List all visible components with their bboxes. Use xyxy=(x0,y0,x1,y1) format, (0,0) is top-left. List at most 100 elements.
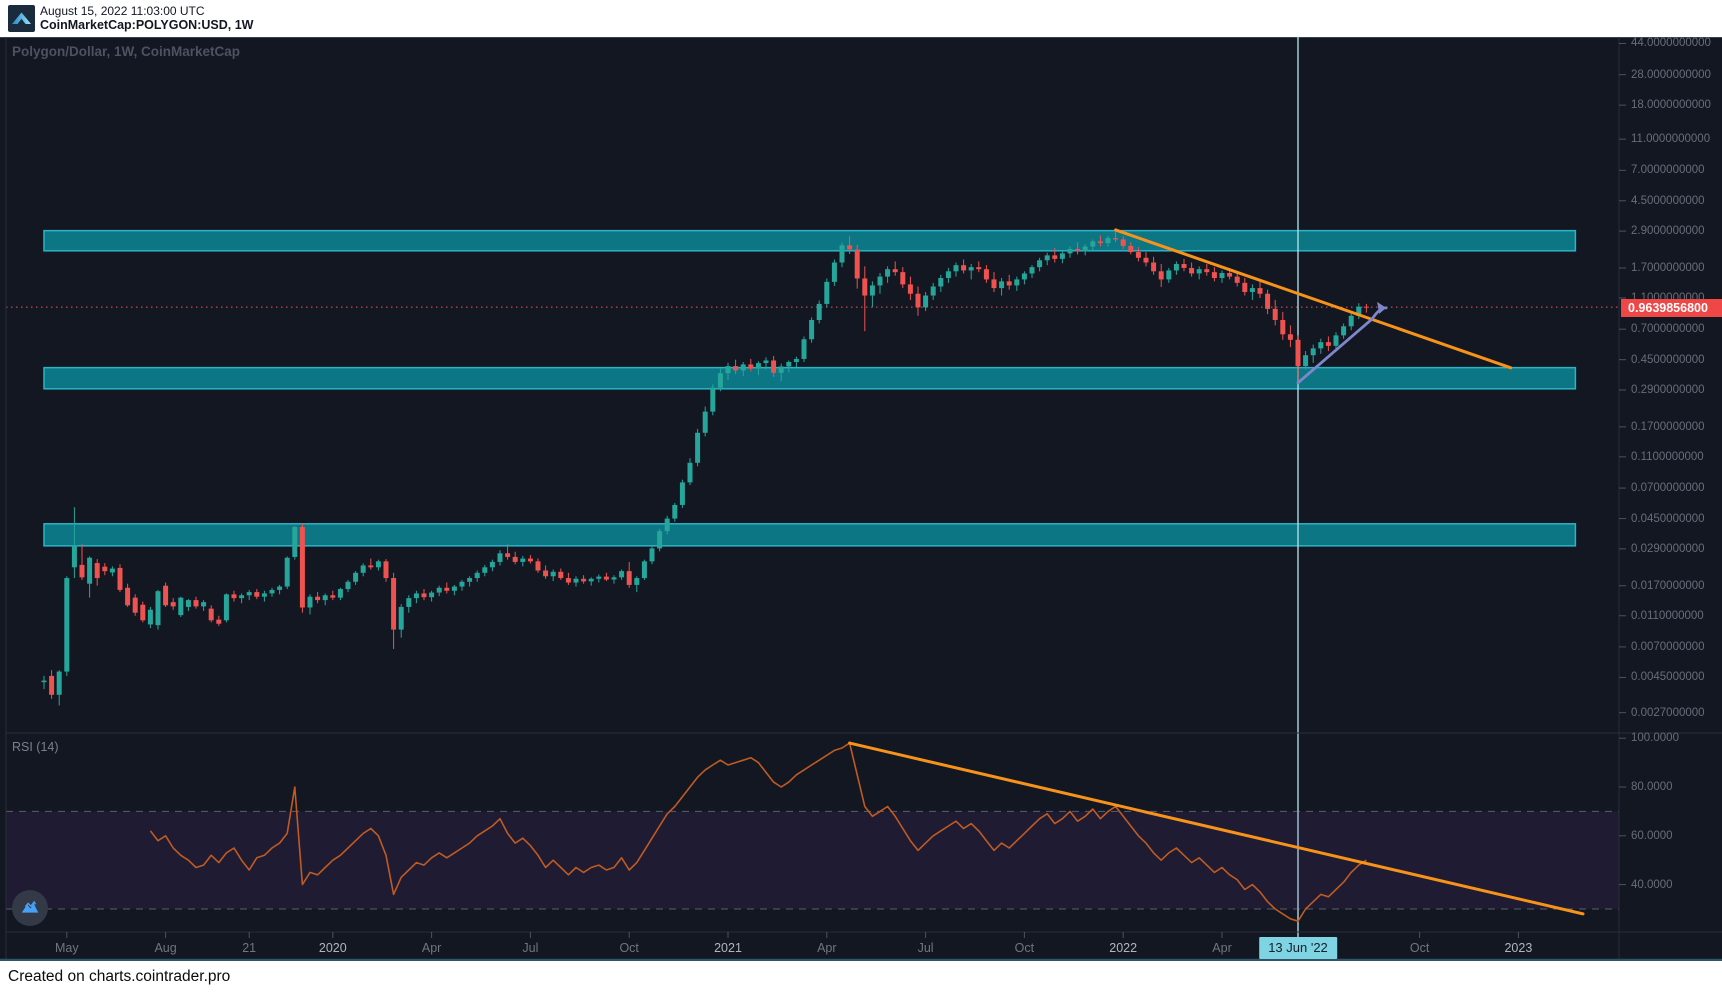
candle-down xyxy=(1257,288,1263,294)
rsi-downtrend-line[interactable] xyxy=(848,741,1585,916)
support-zone-mid[interactable] xyxy=(43,366,1577,390)
candle-down xyxy=(383,561,389,579)
candle-up xyxy=(1219,273,1225,278)
candle-up xyxy=(588,578,594,582)
candle-up xyxy=(786,362,792,367)
candle-up xyxy=(664,518,670,532)
time-axis-label: Oct xyxy=(619,941,639,955)
candle-down xyxy=(505,553,511,557)
candle-up xyxy=(619,571,625,578)
time-axis-label: Oct xyxy=(1409,941,1430,955)
candle-down xyxy=(512,556,518,562)
time-axis-label: 2022 xyxy=(1109,941,1138,955)
candle-down xyxy=(558,571,564,579)
rsi-axis-label: 40.0000 xyxy=(1631,878,1673,891)
price-axis-label: 0.0450000000 xyxy=(1631,512,1705,525)
price-axis-label: 0.0110000000 xyxy=(1631,609,1704,622)
price-axis-label: 44.0000000000 xyxy=(1631,37,1711,50)
candle-up xyxy=(398,606,404,630)
candle-down xyxy=(1242,282,1248,292)
candle-down xyxy=(1120,239,1126,246)
candle-up xyxy=(930,286,936,296)
candle-down xyxy=(748,364,754,369)
price-axis-label: 0.1700000000 xyxy=(1631,420,1705,433)
candle-up xyxy=(938,277,944,287)
candle-up xyxy=(923,295,929,308)
candle-down xyxy=(231,594,237,599)
price-axis-label: 28.0000000000 xyxy=(1631,68,1711,81)
candle-down xyxy=(900,272,906,285)
time-axis-label: Jul xyxy=(522,941,539,955)
rsi-axis-label: 80.0000 xyxy=(1631,781,1673,793)
candle-down xyxy=(132,597,138,613)
candle-down xyxy=(847,245,853,250)
candle-down xyxy=(771,360,777,373)
price-axis-label: 18.0000000000 xyxy=(1631,99,1711,112)
candle-up xyxy=(755,363,761,369)
candle-up xyxy=(839,245,845,263)
candle-up xyxy=(1356,306,1362,316)
candle-down xyxy=(976,267,982,270)
candle-up xyxy=(375,561,381,568)
breakout-arrow-head xyxy=(1377,301,1387,314)
candle-up xyxy=(801,339,807,359)
candle-up xyxy=(292,527,298,557)
candle-down xyxy=(49,675,55,695)
candle-down xyxy=(603,576,609,580)
chart-panel[interactable] xyxy=(0,37,1722,962)
candle-down xyxy=(1211,272,1217,278)
candle-up xyxy=(1249,288,1255,292)
candle-up xyxy=(1341,326,1347,336)
candle-down xyxy=(1287,334,1293,340)
candle-up xyxy=(178,597,184,616)
candle-up xyxy=(459,581,465,587)
candle-down xyxy=(1113,238,1119,240)
chart-title: Polygon/Dollar, 1W, CoinMarketCap xyxy=(12,44,241,59)
candle-up xyxy=(413,593,419,599)
candle-up xyxy=(809,319,815,340)
price-axis-label: 0.7000000000 xyxy=(1631,323,1705,336)
candle-down xyxy=(1151,262,1157,272)
candle-up xyxy=(641,561,647,579)
time-axis-label: 2021 xyxy=(714,941,742,955)
rsi-range-zone xyxy=(6,811,1619,909)
candle-up xyxy=(824,281,830,304)
candle-up xyxy=(885,269,891,277)
candle-down xyxy=(626,571,632,585)
candle-down xyxy=(216,619,222,624)
candle-down xyxy=(543,570,549,577)
time-axis-label: Apr xyxy=(421,941,442,955)
resistance-zone-high[interactable] xyxy=(43,229,1577,252)
support-zone-low[interactable] xyxy=(43,523,1577,547)
price-axis-label: 0.1100000000 xyxy=(1631,450,1704,463)
candle-down xyxy=(854,249,860,279)
candle-down xyxy=(315,596,321,601)
candle-up xyxy=(71,545,77,568)
candle-down xyxy=(862,278,868,296)
candle-up xyxy=(436,587,442,593)
candle-up xyxy=(1310,348,1316,356)
candle-up xyxy=(246,592,252,596)
price-downtrend-line[interactable] xyxy=(1114,228,1513,370)
candle-up xyxy=(284,557,290,587)
time-axis-label: Apr xyxy=(817,941,837,955)
candle-up xyxy=(406,598,412,607)
candle-down xyxy=(254,592,260,597)
candle-up xyxy=(740,364,746,371)
price-axis-label: 0.2900000000 xyxy=(1631,383,1705,396)
rsi-line xyxy=(149,742,1367,923)
candle-up xyxy=(87,557,93,584)
candle-up xyxy=(497,553,503,562)
candle-up xyxy=(353,572,359,582)
chart-timestamp: August 15, 2022 11:03:00 UTC xyxy=(40,4,205,18)
candle-up xyxy=(831,262,837,282)
symbol-header: August 15, 2022 11:03:00 UTC CoinMarketC… xyxy=(0,0,1722,37)
candle-down xyxy=(1075,248,1081,252)
candle-up xyxy=(702,411,708,433)
candle-down xyxy=(1006,281,1012,286)
candle-up xyxy=(451,586,457,591)
candle-down xyxy=(368,565,374,568)
attribution-logo-button[interactable] xyxy=(12,890,48,926)
candle-down xyxy=(299,527,305,608)
